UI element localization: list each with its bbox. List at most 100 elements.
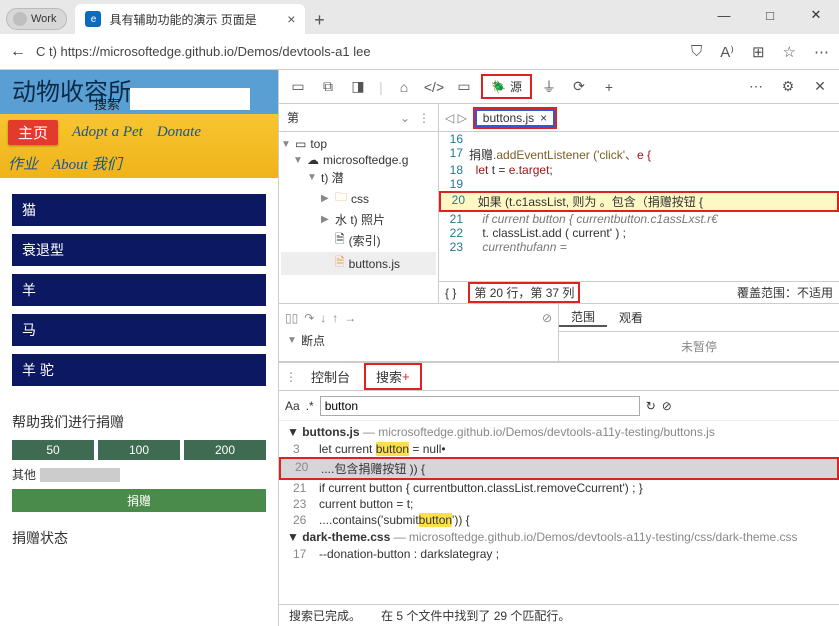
search-input[interactable] (320, 396, 640, 416)
list-item[interactable]: 马 (12, 314, 266, 346)
maximize-button[interactable]: □ (747, 0, 793, 30)
regex-icon[interactable]: .* (306, 399, 314, 413)
clear-icon[interactable]: ⊘ (662, 399, 672, 413)
browser-tab[interactable]: e 具有辅助功能的演示 页面是 × (75, 4, 305, 34)
list-item[interactable]: 羊 (12, 274, 266, 306)
close-devtools-icon[interactable]: ✕ (807, 74, 833, 100)
breakpoints-section[interactable]: ▼断点 (279, 332, 558, 349)
scope-tabs: 范围 观看 (559, 304, 839, 332)
watch-tab[interactable]: 观看 (607, 309, 655, 326)
result-line-active[interactable]: 20....包含捐赠按钮 )) { (279, 457, 839, 480)
performance-icon[interactable]: ⟳ (566, 74, 592, 100)
search-bar: Aa .* ↻ ⊘ (279, 391, 839, 421)
console-tab[interactable]: 控制台 (301, 363, 360, 390)
other-label: 其他 (12, 466, 36, 483)
sources-tab[interactable]: 🪲 源 (481, 74, 532, 99)
step-into-icon[interactable]: ↓ (320, 311, 326, 325)
step-over-icon[interactable]: ↷ (304, 311, 314, 325)
source-pane: ◁ ▷ buttons.js × 16 17捐赠.addEventListene… (439, 104, 839, 303)
tree-file[interactable]: 🗎buttons.js (281, 252, 436, 275)
menu-icon[interactable]: ⋯ (814, 43, 829, 61)
amount-button[interactable]: 200 (184, 440, 266, 460)
new-tab-button[interactable]: + (305, 6, 333, 34)
tree-css[interactable]: ▶🗀css (281, 187, 436, 210)
more-icon[interactable]: ⋯ (743, 74, 769, 100)
inspect-icon[interactable]: ▭ (285, 74, 311, 100)
console-icon[interactable]: ▭ (451, 74, 477, 100)
tree-top[interactable]: ▼▭top (281, 136, 436, 152)
settings-icon[interactable]: ⚙ (775, 74, 801, 100)
address-bar: ← C t) https://microsoftedge.github.io/D… (0, 34, 839, 70)
tab-close-icon[interactable]: × (287, 11, 295, 27)
minimize-button[interactable]: — (701, 0, 747, 30)
more-icon[interactable]: ⋮ (418, 111, 430, 125)
profile-avatar-icon (13, 12, 27, 26)
result-line[interactable]: 21if current button { currentbutton.clas… (279, 480, 839, 496)
pause-icon[interactable]: ▯▯ (285, 311, 298, 325)
search-tab[interactable]: 搜索 + (364, 363, 422, 390)
amount-button[interactable]: 50 (12, 440, 94, 460)
favorite-icon[interactable]: ☆ (783, 43, 796, 61)
elements-icon[interactable]: </> (421, 74, 447, 100)
tree-domain[interactable]: ▼☁microsoftedge.g (281, 152, 436, 168)
result-line[interactable]: 23current button = t; (279, 496, 839, 512)
refresh-icon[interactable]: ↻ (646, 399, 656, 413)
welcome-icon[interactable]: ⌂ (391, 74, 417, 100)
more-tab-icon[interactable]: + (596, 74, 622, 100)
donate-title: 帮助我们进行捐赠 (12, 412, 266, 432)
list-item[interactable]: 羊 驼 (12, 354, 266, 386)
url-text[interactable]: C t) https://microsoftedge.github.io/Dem… (36, 44, 681, 59)
close-window-button[interactable]: ✕ (793, 0, 839, 30)
chevron-down-icon[interactable]: ⌄ (400, 111, 410, 125)
source-tabs: ◁ ▷ buttons.js × (439, 104, 839, 132)
pretty-print-icon[interactable]: { } (445, 286, 456, 300)
search-done: 搜索已完成。 (289, 607, 361, 624)
result-line[interactable]: 26....contains('submitbutton')) { (279, 512, 839, 528)
file-tab[interactable]: buttons.js × (473, 107, 557, 129)
step-icon[interactable]: → (344, 311, 356, 325)
read-aloud-icon[interactable]: A⁾ (720, 43, 734, 61)
back-button[interactable]: ← (10, 43, 26, 61)
file-tree: ▼▭top ▼☁microsoftedge.g ▼t) 潜 ▶🗀css ▶水 t… (279, 132, 438, 303)
navigator-tab[interactable]: 第 ⌄ ⋮ (279, 104, 438, 132)
nav-home[interactable]: 主页 (8, 120, 58, 145)
drawer-toggle-icon[interactable]: ⋮ (285, 370, 297, 384)
dock-icon[interactable]: ◨ (345, 74, 371, 100)
case-icon[interactable]: Aa (285, 399, 300, 413)
tab-nav-icon[interactable]: ◁ ▷ (445, 111, 467, 125)
search-input[interactable] (130, 88, 250, 110)
deactivate-bp-icon[interactable]: ⊘ (542, 311, 552, 325)
network-icon[interactable]: ⏚ (536, 74, 562, 100)
result-line[interactable]: 3let current button = null• (279, 441, 839, 457)
amount-button[interactable]: 100 (98, 440, 180, 460)
tree-photos[interactable]: ▶水 t) 照片 (281, 210, 436, 229)
step-out-icon[interactable]: ↑ (332, 311, 338, 325)
file-tab-label: buttons.js (483, 111, 534, 125)
result-line[interactable]: 17--donation-button : darkslategray ; (279, 546, 839, 562)
submit-button[interactable]: 捐赠 (12, 489, 266, 512)
result-file[interactable]: ▼ buttons.js — microsoftedge.github.io/D… (279, 423, 839, 441)
shield-icon[interactable]: ⛉ (691, 43, 702, 61)
bug-icon: 🪲 (491, 80, 506, 94)
nav-jobs[interactable]: 作业 (8, 153, 38, 174)
nav-adopt[interactable]: Adopt a Pet (72, 124, 143, 141)
collections-icon[interactable]: ⊞ (752, 43, 765, 61)
nav-donate[interactable]: Donate (157, 124, 201, 141)
scope-tab[interactable]: 范围 (559, 308, 607, 327)
search-results: ▼ buttons.js — microsoftedge.github.io/D… (279, 421, 839, 604)
tree-sub[interactable]: ▼t) 潜 (281, 168, 436, 187)
donation-status: 捐赠状态 (0, 522, 278, 554)
devtools: ▭ ⧉ ◨ | ⌂ </> ▭ 🪲 源 ⏚ ⟳ + ⋯ ⚙ ✕ (278, 70, 839, 626)
device-icon[interactable]: ⧉ (315, 74, 341, 100)
tree-index[interactable]: 🗎(索引) (281, 229, 436, 252)
list-item[interactable]: 衰退型 (12, 234, 266, 266)
close-icon[interactable]: × (540, 111, 547, 125)
other-input[interactable] (40, 468, 120, 482)
window-controls: — □ ✕ (701, 0, 839, 30)
list-item[interactable]: 猫 (12, 194, 266, 226)
code-editor[interactable]: 16 17捐赠.addEventListener ('click'、e { 18… (439, 132, 839, 281)
profile-label: Work (31, 13, 56, 25)
profile-pill[interactable]: Work (6, 8, 67, 30)
result-file[interactable]: ▼ dark-theme.css — microsoftedge.github.… (279, 528, 839, 546)
nav-about[interactable]: About 我们 (52, 153, 122, 174)
